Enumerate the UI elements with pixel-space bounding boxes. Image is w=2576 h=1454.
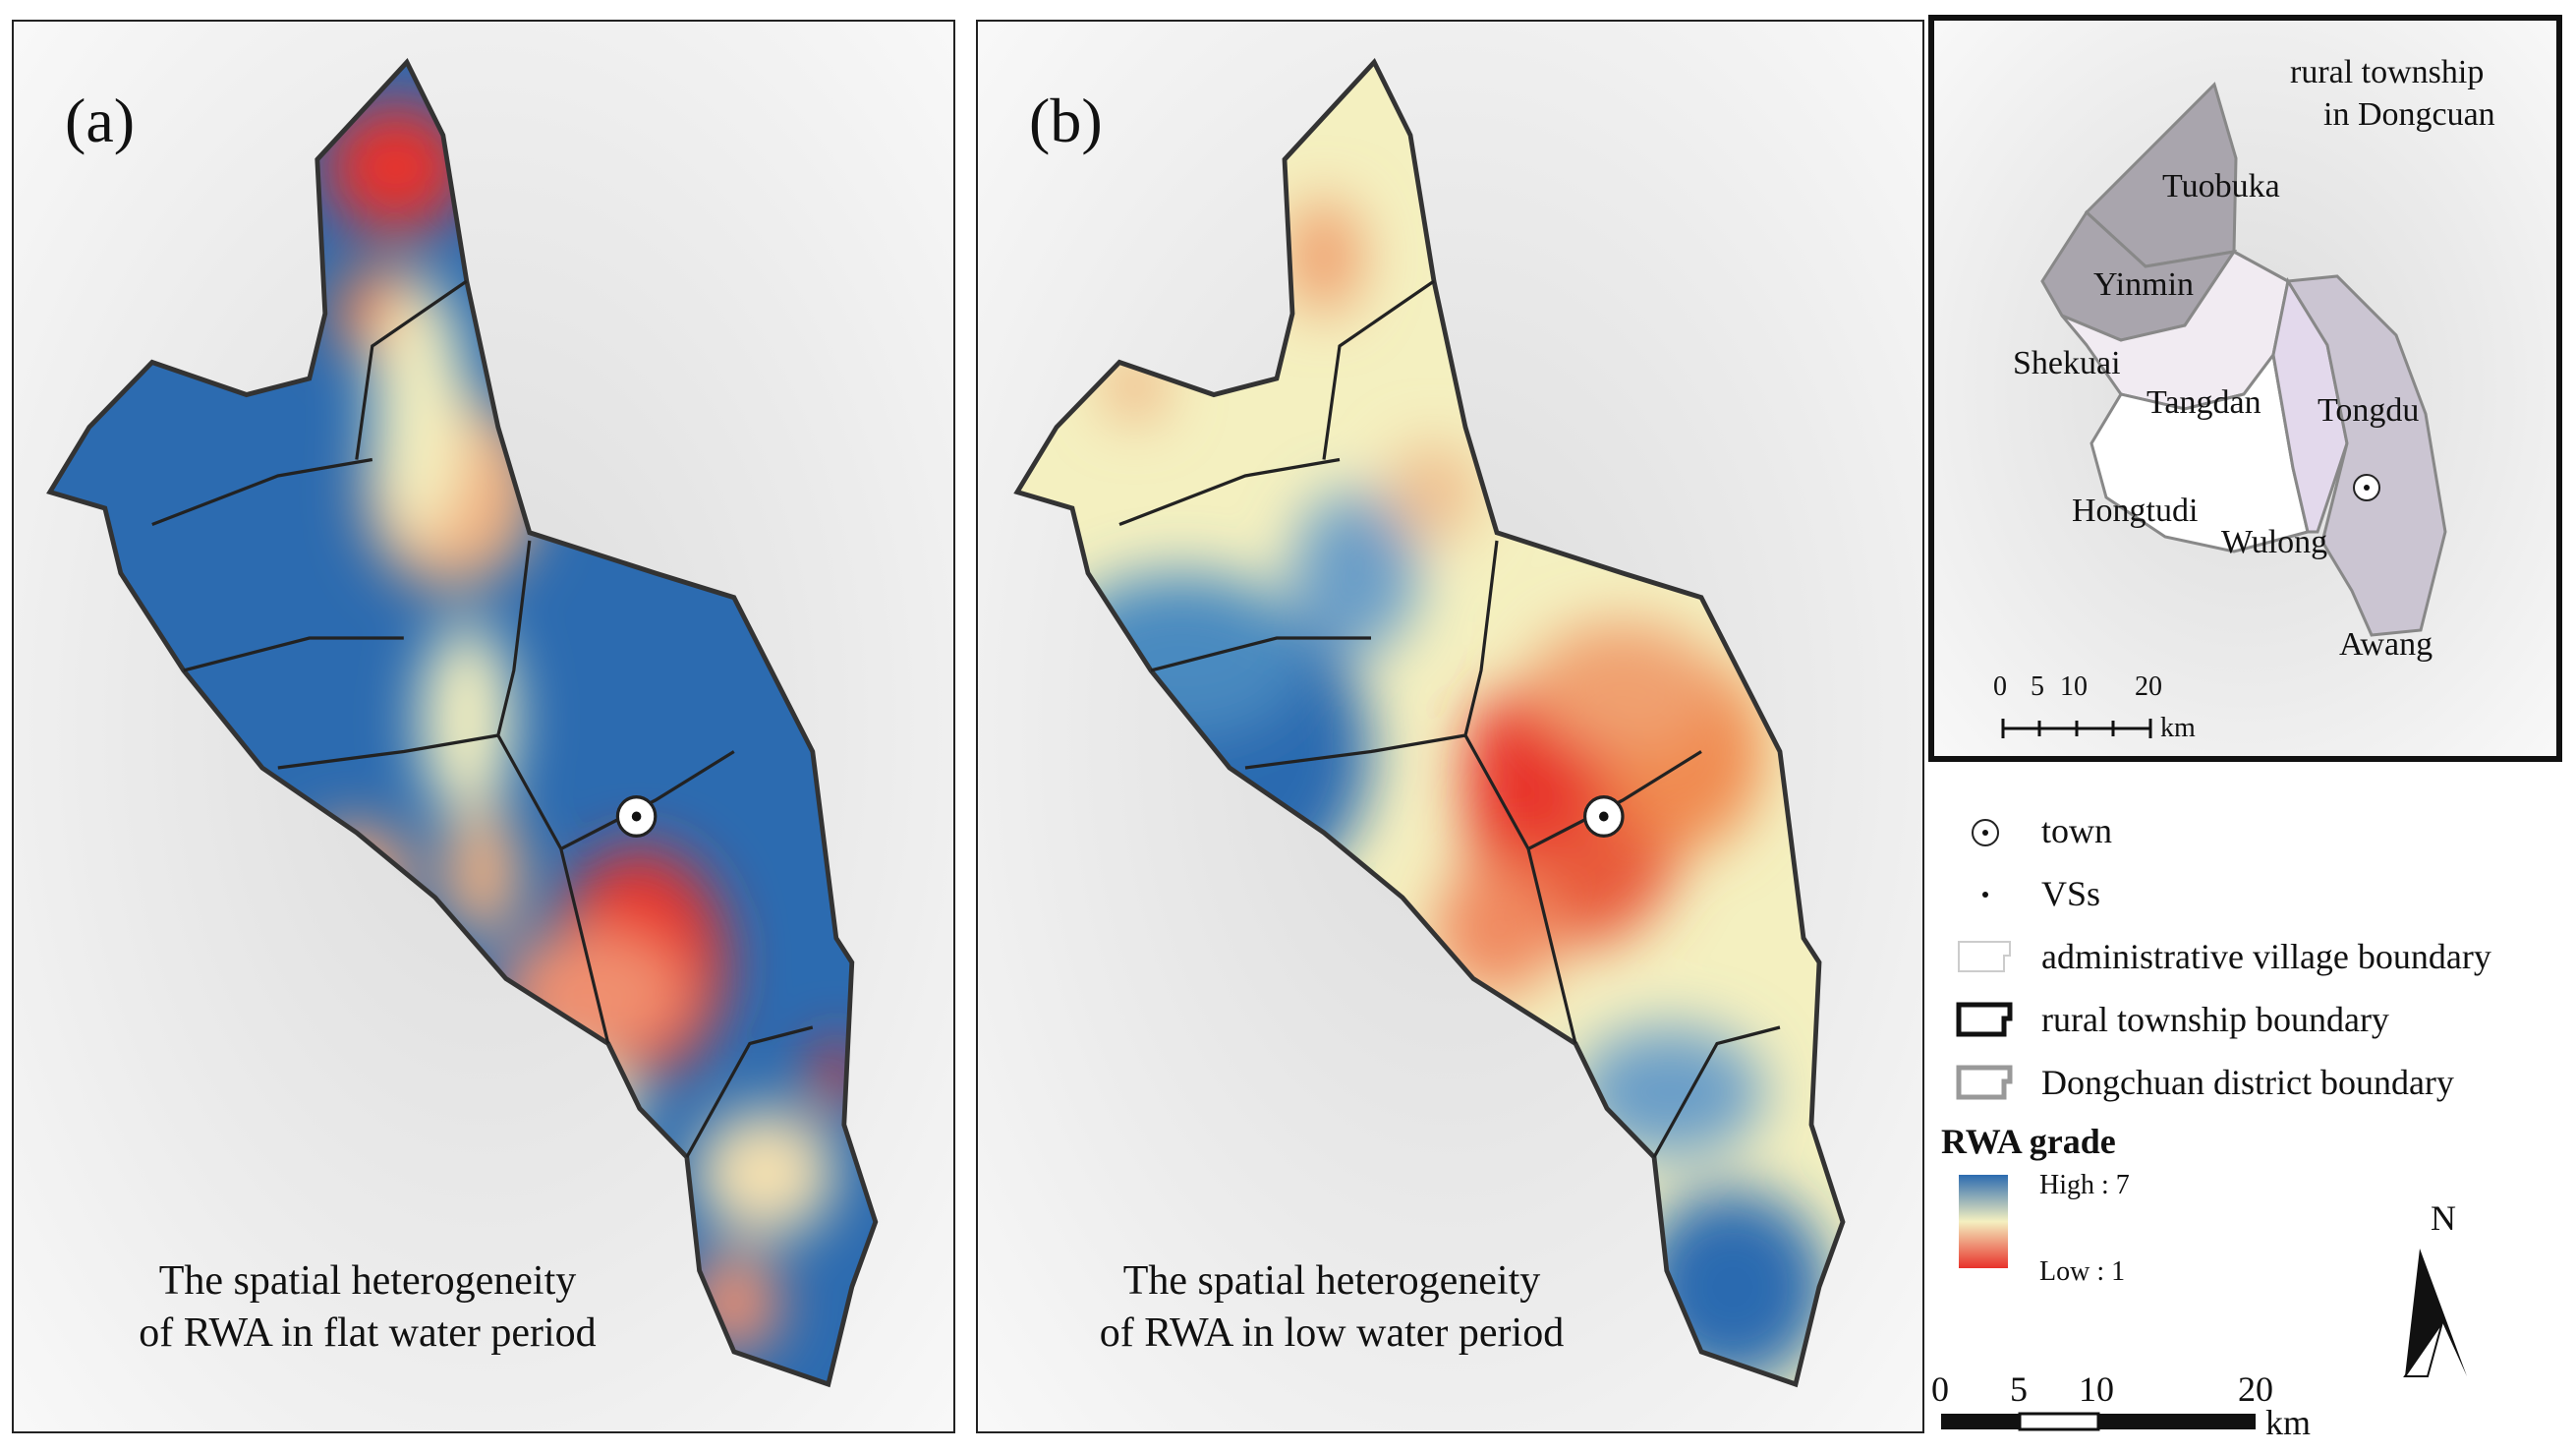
legend-label-village: administrative village boundary (2041, 937, 2491, 976)
rwa-high-label: High : 7 (2039, 1170, 2130, 1200)
map-a-svg (14, 22, 953, 1431)
panel-b-caption-line2: of RWA in low water period (1099, 1310, 1565, 1356)
legend: town VSs administrative village boundary… (1931, 786, 2570, 1445)
panel-b-caption: The spatial heterogeneity of RWA in low … (978, 1255, 1774, 1360)
legend-label-township: rural township boundary (2041, 1000, 2389, 1039)
rwa-color-ramp (1959, 1175, 2008, 1268)
inset-scale-tick-0: 0 (1993, 671, 2007, 702)
north-arrow-icon (2405, 1249, 2467, 1376)
map-panel-a: (a) The spatial heterogeneity of RWA in … (12, 20, 955, 1433)
inset-scale-tick-20: 20 (2135, 671, 2162, 702)
rwa-low-label: Low : 1 (2039, 1256, 2126, 1287)
township-label-wulong: Wulong (2221, 524, 2328, 560)
map-b-svg (978, 22, 1922, 1431)
township-label-awang: Awang (2339, 626, 2433, 663)
legend-symbols (1941, 819, 2467, 1431)
panel-a-caption: The spatial heterogeneity of RWA in flat… (14, 1255, 810, 1360)
panel-b-label: (b) (1029, 86, 1103, 155)
scale-tick-20: 20 (2238, 1369, 2273, 1409)
panel-b-caption-line1: The spatial heterogeneity (1122, 1258, 1541, 1304)
panel-a-caption-line2: of RWA in flat water period (139, 1310, 597, 1356)
dot-icon (1982, 892, 1988, 898)
township-label-tangdan: Tangdan (2147, 384, 2261, 421)
inset-scale-tick-5: 5 (2031, 671, 2044, 702)
township-label-shekuai: Shekuai (2013, 345, 2121, 381)
district-boundary-icon (1956, 1065, 2013, 1100)
scale-tick-5: 5 (2010, 1369, 2028, 1409)
township-boundary-icon (1956, 1002, 2013, 1037)
scale-tick-10: 10 (2079, 1369, 2114, 1409)
inset-title-line1: rural township (2290, 54, 2485, 90)
legend-label-town: town (2041, 811, 2112, 850)
village-boundary-icon (1958, 941, 2011, 972)
legend-label-vss: VSs (2041, 874, 2101, 913)
panel-a-caption-line1: The spatial heterogeneity (158, 1258, 577, 1304)
map-panel-b: (b) The spatial heterogeneity of RWA in … (976, 20, 1924, 1433)
township-inset: rural township in Dongcuan Tuobuka Yinmi… (1928, 15, 2562, 762)
township-label-tongdu: Tongdu (2318, 392, 2420, 429)
township-label-hongtudi: Hongtudi (2072, 493, 2199, 529)
panel-a-label: (a) (65, 86, 136, 155)
township-label-yinmin: Yinmin (2093, 266, 2195, 303)
legend-label-district: Dongchuan district boundary (2041, 1063, 2454, 1102)
inset-title-line2: in Dongcuan (2323, 96, 2495, 133)
north-label: N (2431, 1198, 2456, 1238)
rwa-grade-title: RWA grade (1941, 1122, 2116, 1161)
inset-scale-unit: km (2160, 713, 2196, 743)
scale-unit: km (2265, 1403, 2312, 1442)
inset-scale-tick-10: 10 (2060, 671, 2088, 702)
scale-tick-0: 0 (1931, 1369, 1949, 1409)
township-label-tuobuka: Tuobuka (2162, 168, 2280, 204)
inset-svg (1934, 21, 2556, 756)
